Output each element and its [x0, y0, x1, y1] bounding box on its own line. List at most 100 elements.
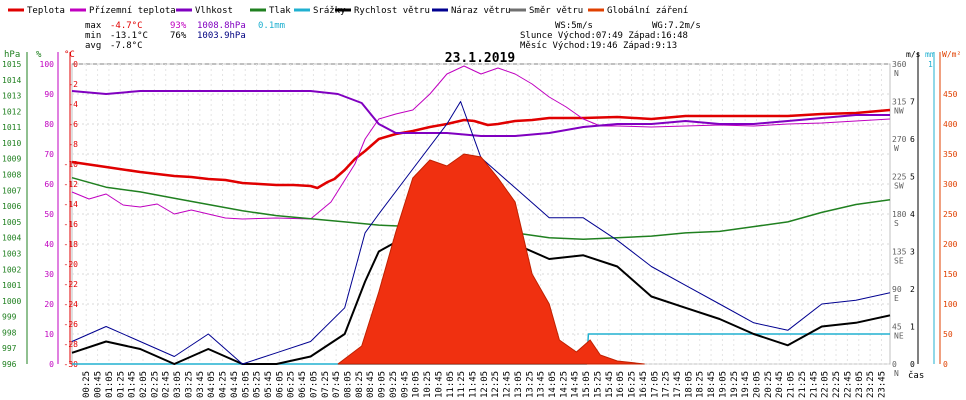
- direction-tick-label: NE: [894, 332, 904, 341]
- wind-tick: 4: [910, 210, 915, 219]
- wind-tick: 7: [910, 98, 915, 107]
- legend-label: Tlak: [269, 6, 291, 16]
- radiation-tick: 100: [943, 300, 958, 309]
- stat-wg: WG:7.2m/s: [652, 21, 701, 31]
- x-tick-label: 15:25: [593, 371, 603, 398]
- stat-max-press: 1008.8hPa: [197, 21, 246, 31]
- temperature-tick: -16: [64, 220, 79, 229]
- stat-min-temp: -13.1°C: [110, 31, 148, 41]
- humidity-tick: 0: [49, 360, 54, 369]
- humidity-tick: 90: [44, 90, 54, 99]
- series-ground: [71, 65, 891, 220]
- temperature-tick: -26: [64, 320, 79, 329]
- x-tick-label: 16:45: [639, 371, 649, 398]
- pressure-tick: 1009: [2, 155, 21, 164]
- x-tick-label: 18:25: [696, 371, 706, 398]
- radiation-tick: 350: [943, 150, 958, 159]
- radiation-tick: 250: [943, 210, 958, 219]
- pressure-tick: 1002: [2, 265, 21, 274]
- x-tick-label: 12:05: [480, 371, 490, 398]
- direction-tick-label: S: [894, 219, 899, 228]
- x-tick-label: 05:45: [264, 371, 274, 398]
- radiation-tick: 300: [943, 180, 958, 189]
- pressure-tick: 1010: [2, 139, 21, 148]
- x-tick-label: 01:25: [116, 371, 126, 398]
- x-tick-label: 10:45: [434, 371, 444, 398]
- x-tick-label: 22:25: [832, 371, 842, 398]
- pressure-unit: hPa: [4, 50, 20, 60]
- direction-unit: m/s: [906, 50, 921, 59]
- humidity-tick: 30: [44, 270, 54, 279]
- direction-tick: 0: [892, 360, 897, 369]
- x-tick-label: 23:45: [877, 371, 887, 398]
- x-tick-label: 13:25: [525, 371, 535, 398]
- pressure-tick: 1001: [2, 281, 21, 290]
- x-tick-label: 09:45: [400, 371, 410, 398]
- direction-tick: 225: [892, 173, 907, 182]
- stat-min-hum: 76%: [170, 31, 187, 41]
- stat-min-press: 1003.9hPa: [197, 31, 246, 41]
- legend-label: Náraz větru: [451, 6, 511, 16]
- direction-tick-label: N: [894, 69, 899, 78]
- humidity-tick: 40: [44, 240, 54, 249]
- temperature-tick: -20: [64, 260, 79, 269]
- x-tick-label: 18:45: [707, 371, 717, 398]
- pressure-tick: 1003: [2, 249, 21, 258]
- wind-tick: 2: [910, 285, 915, 294]
- direction-tick: 360: [892, 60, 907, 69]
- rain-unit: mm: [925, 50, 935, 59]
- temperature-tick: -24: [64, 300, 79, 309]
- x-tick-label: 09:25: [389, 371, 399, 398]
- temperature-tick: -8: [68, 140, 78, 149]
- x-tick-label: 00:45: [94, 371, 104, 398]
- plot-area: [71, 65, 891, 365]
- wind-tick: 3: [910, 248, 915, 257]
- x-tick-label: 01:45: [128, 371, 138, 398]
- humidity-tick: 70: [44, 150, 54, 159]
- pressure-tick: 1005: [2, 218, 21, 227]
- series-global-radiation: [337, 153, 645, 365]
- x-tick-label: 17:45: [673, 371, 683, 398]
- pressure-tick: 1012: [2, 107, 21, 116]
- x-tick-label: 10:05: [412, 371, 422, 398]
- legend-label: Přízemní teplota: [89, 6, 176, 16]
- x-tick-label: 03:45: [196, 371, 206, 398]
- humidity-tick: 50: [44, 210, 54, 219]
- pressure-tick: 1014: [2, 76, 21, 85]
- radiation-unit: W/m²: [942, 50, 961, 59]
- direction-tick-label: SE: [894, 257, 904, 266]
- rain-tick: 1: [928, 60, 933, 69]
- pressure-tick: 997: [2, 344, 17, 353]
- x-tick-label: 20:45: [775, 371, 785, 398]
- x-tick-label: 02:05: [139, 371, 149, 398]
- humidity-unit: %: [36, 50, 42, 60]
- x-tick-label: 05:25: [253, 371, 263, 398]
- x-tick-label: 04:05: [207, 371, 217, 398]
- pressure-tick: 999: [2, 313, 17, 322]
- direction-tick: 135: [892, 248, 907, 257]
- radiation-tick: 50: [943, 330, 953, 339]
- radiation-tick: 0: [943, 360, 948, 369]
- legend: Teplota Přízemní teplota Vlhkost Tlak Srážky…: [8, 6, 688, 16]
- direction-tick-label: W: [894, 144, 899, 153]
- direction-tick: 270: [892, 135, 907, 144]
- stat-max-rain: 0.1mm: [258, 21, 285, 31]
- x-tick-label: 09:05: [378, 371, 388, 398]
- direction-tick: 45: [892, 323, 902, 332]
- series-hum: [71, 90, 890, 137]
- radiation-tick: 450: [943, 90, 958, 99]
- x-tick-label: 04:45: [230, 371, 240, 398]
- x-tick-label: 23:25: [866, 371, 876, 398]
- chart-title: 23.1.2019: [445, 51, 515, 66]
- x-tick-label: 11:25: [457, 371, 467, 398]
- stat-ws: WS:5m/s: [555, 21, 593, 31]
- x-tick-label: 11:45: [468, 371, 478, 398]
- x-tick-label: 08:25: [355, 371, 365, 398]
- temperature-tick: -2: [68, 80, 78, 89]
- stat-max-label: max: [85, 21, 102, 31]
- direction-tick-label: N: [894, 369, 899, 378]
- pressure-tick: 1008: [2, 171, 21, 180]
- stat-min-label: min: [85, 31, 101, 41]
- stats-panel: max -4.7°C 93% 1008.8hPa 0.1mm min -13.1…: [85, 21, 701, 51]
- x-tick-label: 02:45: [162, 371, 172, 398]
